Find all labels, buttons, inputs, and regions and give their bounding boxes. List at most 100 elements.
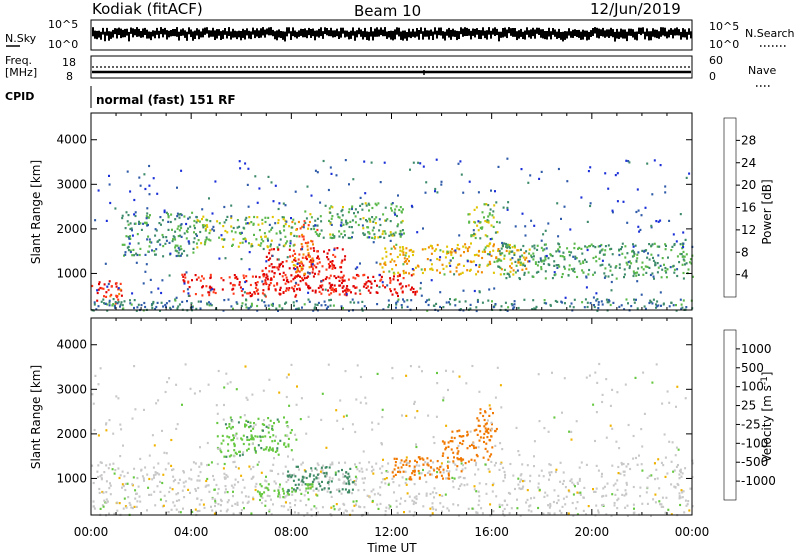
heatmap-cell [117,397,120,400]
heatmap-cell [208,197,210,200]
x-tick-label: 04:00 [174,525,209,539]
heatmap-cell [116,501,119,504]
heatmap-cell [250,512,253,515]
heatmap-cell [411,472,414,475]
heatmap-cell [533,496,536,499]
heatmap-cell [597,469,600,472]
noise-trace-sample [182,28,184,36]
noise-trace-sample [554,29,556,37]
heatmap-cell [287,478,290,482]
heatmap-cell [511,250,514,253]
noise-trace-sample [242,28,244,38]
heatmap-cell [175,493,178,496]
heatmap-cell [183,471,185,474]
heatmap-cell [681,496,684,499]
heatmap-cell [233,284,236,287]
heatmap-cell [507,491,510,495]
heatmap-cell [202,226,205,229]
heatmap-cell [279,263,282,267]
heatmap-cell [625,493,628,496]
heatmap-cell [342,307,344,310]
heatmap-cell [132,248,135,251]
heatmap-cell [327,289,330,292]
heatmap-cell [485,442,488,445]
heatmap-cell [530,497,532,500]
heatmap-cell [518,487,521,490]
heatmap-cell [182,470,185,473]
heatmap-cell [180,248,183,251]
heatmap-cell [478,291,481,294]
noise-trace-sample [158,30,160,39]
heatmap-cell [689,258,692,261]
noise-trace-sample [656,29,658,39]
heatmap-cell [281,216,284,219]
heatmap-cell [540,259,542,262]
heatmap-cell [502,479,505,483]
heatmap-cell [334,266,337,270]
heatmap-cell [287,289,290,292]
heatmap-cell [265,486,268,489]
heatmap-cell [368,496,371,499]
heatmap-cell [398,274,401,277]
heatmap-cell [262,275,265,278]
heatmap-cell [586,246,589,249]
heatmap-cell [271,215,274,219]
heatmap-cell [307,253,310,257]
heatmap-cell [553,416,556,419]
heatmap-cell [267,304,270,307]
heatmap-cell [264,499,267,502]
heatmap-cell [466,260,469,263]
heatmap-cell [332,264,335,267]
heatmap-cell [601,263,604,266]
heatmap-cell [589,166,592,169]
heatmap-cell [597,301,600,304]
heatmap-cell [434,187,437,191]
heatmap-cell [157,462,160,465]
heatmap-cell [163,211,166,214]
heatmap-cell [283,443,285,446]
heatmap-cell [424,191,427,194]
heatmap-cell [377,202,380,205]
heatmap-cell [437,309,440,312]
heatmap-cell [562,471,565,474]
heatmap-cell [177,254,180,257]
heatmap-cell [662,303,665,306]
heatmap-cell [211,228,214,231]
heatmap-cell [131,234,134,237]
heatmap-cell [537,486,540,489]
heatmap-cell [359,196,362,199]
heatmap-cell [200,499,203,502]
heatmap-cell [401,290,404,293]
heatmap-cell [215,510,217,513]
heatmap-cell [210,286,213,289]
heatmap-cell [135,309,138,312]
heatmap-cell [506,309,509,312]
heatmap-cell [249,291,251,294]
heatmap-cell [220,442,223,445]
heatmap-cell [397,470,399,473]
heatmap-cell [344,482,347,485]
heatmap-cell [267,431,270,434]
heatmap-cell [489,238,492,241]
heatmap-cell [276,418,279,421]
heatmap-cell [446,464,449,467]
heatmap-cell [270,513,273,516]
noise-trace-sample [460,27,462,35]
heatmap-cell [314,169,317,172]
heatmap-cell [119,305,121,308]
heatmap-cell [348,483,351,486]
heatmap-cell [205,285,208,288]
heatmap-cell [679,213,682,216]
heatmap-cell [564,503,567,506]
heatmap-cell [224,229,227,233]
heatmap-cell [454,463,457,466]
heatmap-cell [426,471,429,474]
heatmap-cell [230,427,233,430]
heatmap-cell [424,248,427,251]
heatmap-cell [463,484,466,487]
heatmap-cell [114,302,117,305]
heatmap-cell [271,254,274,257]
heatmap-cell [554,299,557,303]
heatmap-cell [108,280,111,283]
